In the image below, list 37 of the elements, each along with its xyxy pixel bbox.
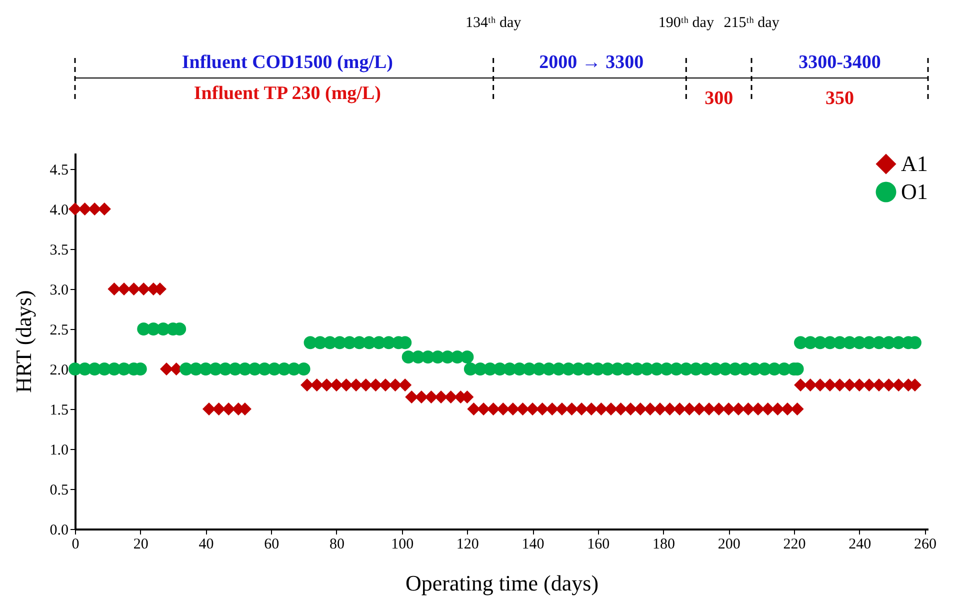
legend-label: O1 <box>901 179 928 204</box>
text: 350 <box>826 88 854 109</box>
text: 2000 → 3300 <box>539 52 644 73</box>
x-tick-label: 20 <box>133 536 148 552</box>
text: 300 <box>704 88 734 109</box>
y-tick-label: 1.5 <box>50 402 68 418</box>
x-axis-title: Operating time (days) <box>405 570 599 596</box>
text: 3300-3400 <box>798 52 881 73</box>
x-tick-label: 260 <box>914 536 936 552</box>
legend-label: A1 <box>901 151 928 176</box>
x-tick-label: 240 <box>848 536 872 552</box>
text: Influent COD1500 (mg/L) <box>182 52 393 73</box>
y-tick-label: 3.0 <box>50 282 68 298</box>
x-tick-label: 0 <box>72 536 80 552</box>
x-tick-label: 220 <box>783 536 806 552</box>
x-tick-label: 40 <box>198 536 214 552</box>
x-tick-label: 160 <box>587 536 610 552</box>
x-tick-label: 180 <box>652 536 676 552</box>
y-tick-label: 2.5 <box>50 322 68 338</box>
x-tick-label: 80 <box>329 536 344 552</box>
x-tick-label: 60 <box>264 536 280 552</box>
y-tick-label: 3.5 <box>50 242 68 258</box>
x-tick-label: 200 <box>718 536 740 552</box>
text: 134ᵗʰ day <box>466 15 522 31</box>
x-tick-label: 120 <box>456 536 479 552</box>
text: 190ᵗʰ day <box>658 15 714 31</box>
text: 215ᵗʰ day <box>724 15 780 31</box>
y-tick-label: 1.0 <box>50 442 68 458</box>
y-tick-label: 4.5 <box>50 162 68 178</box>
text: Influent TP 230 (mg/L) <box>194 83 381 104</box>
y-axis-title: HRT (days) <box>10 290 36 393</box>
y-tick-label: 0.0 <box>50 522 68 538</box>
x-tick-label: 140 <box>522 536 544 552</box>
y-tick-label: 2.0 <box>50 362 68 378</box>
y-tick-label: 0.5 <box>50 482 68 498</box>
x-tick-label: 100 <box>391 536 414 552</box>
y-tick-label: 4.0 <box>50 202 68 218</box>
